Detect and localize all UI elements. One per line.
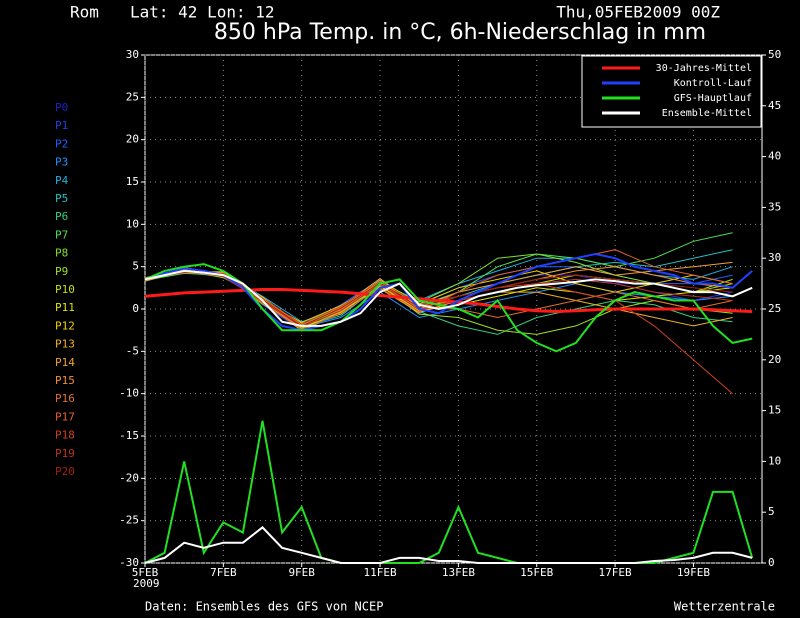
x-tick-label: 17FEB	[599, 566, 632, 579]
member-label: P3	[55, 156, 68, 169]
member-label: P15	[55, 374, 75, 387]
legend-label: 30-Jahres-Mittel	[656, 63, 752, 74]
member-label: P5	[55, 192, 68, 205]
x-tick-label: 13FEB	[442, 566, 475, 579]
x-tick-label: 9FEB	[288, 566, 315, 579]
y-tick-label: 25	[126, 90, 139, 103]
member-label: P9	[55, 265, 68, 278]
y-tick-label: 0	[132, 302, 139, 315]
precip-line	[144, 420, 754, 564]
x-tick-label: 15FEB	[520, 566, 553, 579]
y2-tick-label: 40	[768, 150, 781, 163]
y-tick-label: -5	[126, 344, 139, 357]
brand: Wetterzentrale	[674, 600, 775, 614]
y-tick-label: -25	[119, 514, 139, 527]
member-label: P19	[55, 447, 75, 460]
member-label: P7	[55, 228, 68, 241]
source: Daten: Ensembles des GFS von NCEP	[145, 600, 383, 614]
y2-tick-label: 30	[768, 251, 781, 264]
y2-tick-label: 45	[768, 99, 781, 112]
coords: Lat: 42 Lon: 12	[130, 3, 275, 22]
y2-tick-label: 10	[768, 454, 781, 467]
member-label: P13	[55, 338, 75, 351]
legend-label: Ensemble-Mittel	[662, 108, 752, 119]
member-label: P4	[55, 174, 69, 187]
y-tick-label: 5	[132, 260, 139, 273]
y-tick-label: 10	[126, 217, 139, 230]
y2-tick-label: 35	[768, 200, 781, 213]
x-tick-label: 5FEB	[132, 566, 159, 579]
run-time: Thu,05FEB2009 00Z	[556, 3, 720, 22]
y-tick-label: 15	[126, 175, 139, 188]
x-tick-label: 7FEB	[210, 566, 237, 579]
y2-tick-label: 15	[768, 404, 781, 417]
member-label: P10	[55, 283, 75, 296]
location: Rom	[70, 3, 99, 22]
x-tick-label: 19FEB	[677, 566, 710, 579]
y2-tick-label: 20	[768, 353, 781, 366]
legend-label: Kontroll-Lauf	[674, 78, 752, 89]
y-tick-label: -20	[119, 471, 139, 484]
x-tick-label: 11FEB	[363, 566, 396, 579]
member-label: P8	[55, 247, 68, 260]
y-tick-label: 30	[126, 48, 139, 61]
y2-tick-label: 5	[768, 505, 775, 518]
legend-label: GFS-Hauptlauf	[674, 93, 752, 104]
y2-tick-label: 0	[768, 556, 775, 569]
member-label: P18	[55, 429, 75, 442]
member-label: P20	[55, 465, 75, 478]
member-label: P11	[55, 301, 75, 314]
precip-line	[144, 526, 753, 564]
member-label: P1	[55, 119, 68, 132]
chart-title: 850 hPa Temp. in °C, 6h-Niederschlag in …	[214, 20, 706, 45]
y2-tick-label: 50	[768, 48, 781, 61]
y-tick-label: -30	[119, 556, 139, 569]
member-label: P14	[55, 356, 75, 369]
y-tick-label: -10	[119, 387, 139, 400]
member-label: P2	[55, 137, 68, 150]
member-label: P17	[55, 410, 75, 423]
y-tick-label: 20	[126, 133, 139, 146]
member-label: P16	[55, 392, 75, 405]
series-line	[144, 269, 753, 327]
member-label: P6	[55, 210, 68, 223]
member-label: P12	[55, 319, 75, 332]
y-tick-label: -15	[119, 429, 139, 442]
y2-tick-label: 25	[768, 302, 781, 315]
member-label: P0	[55, 101, 68, 114]
x-year: 2009	[133, 577, 160, 590]
